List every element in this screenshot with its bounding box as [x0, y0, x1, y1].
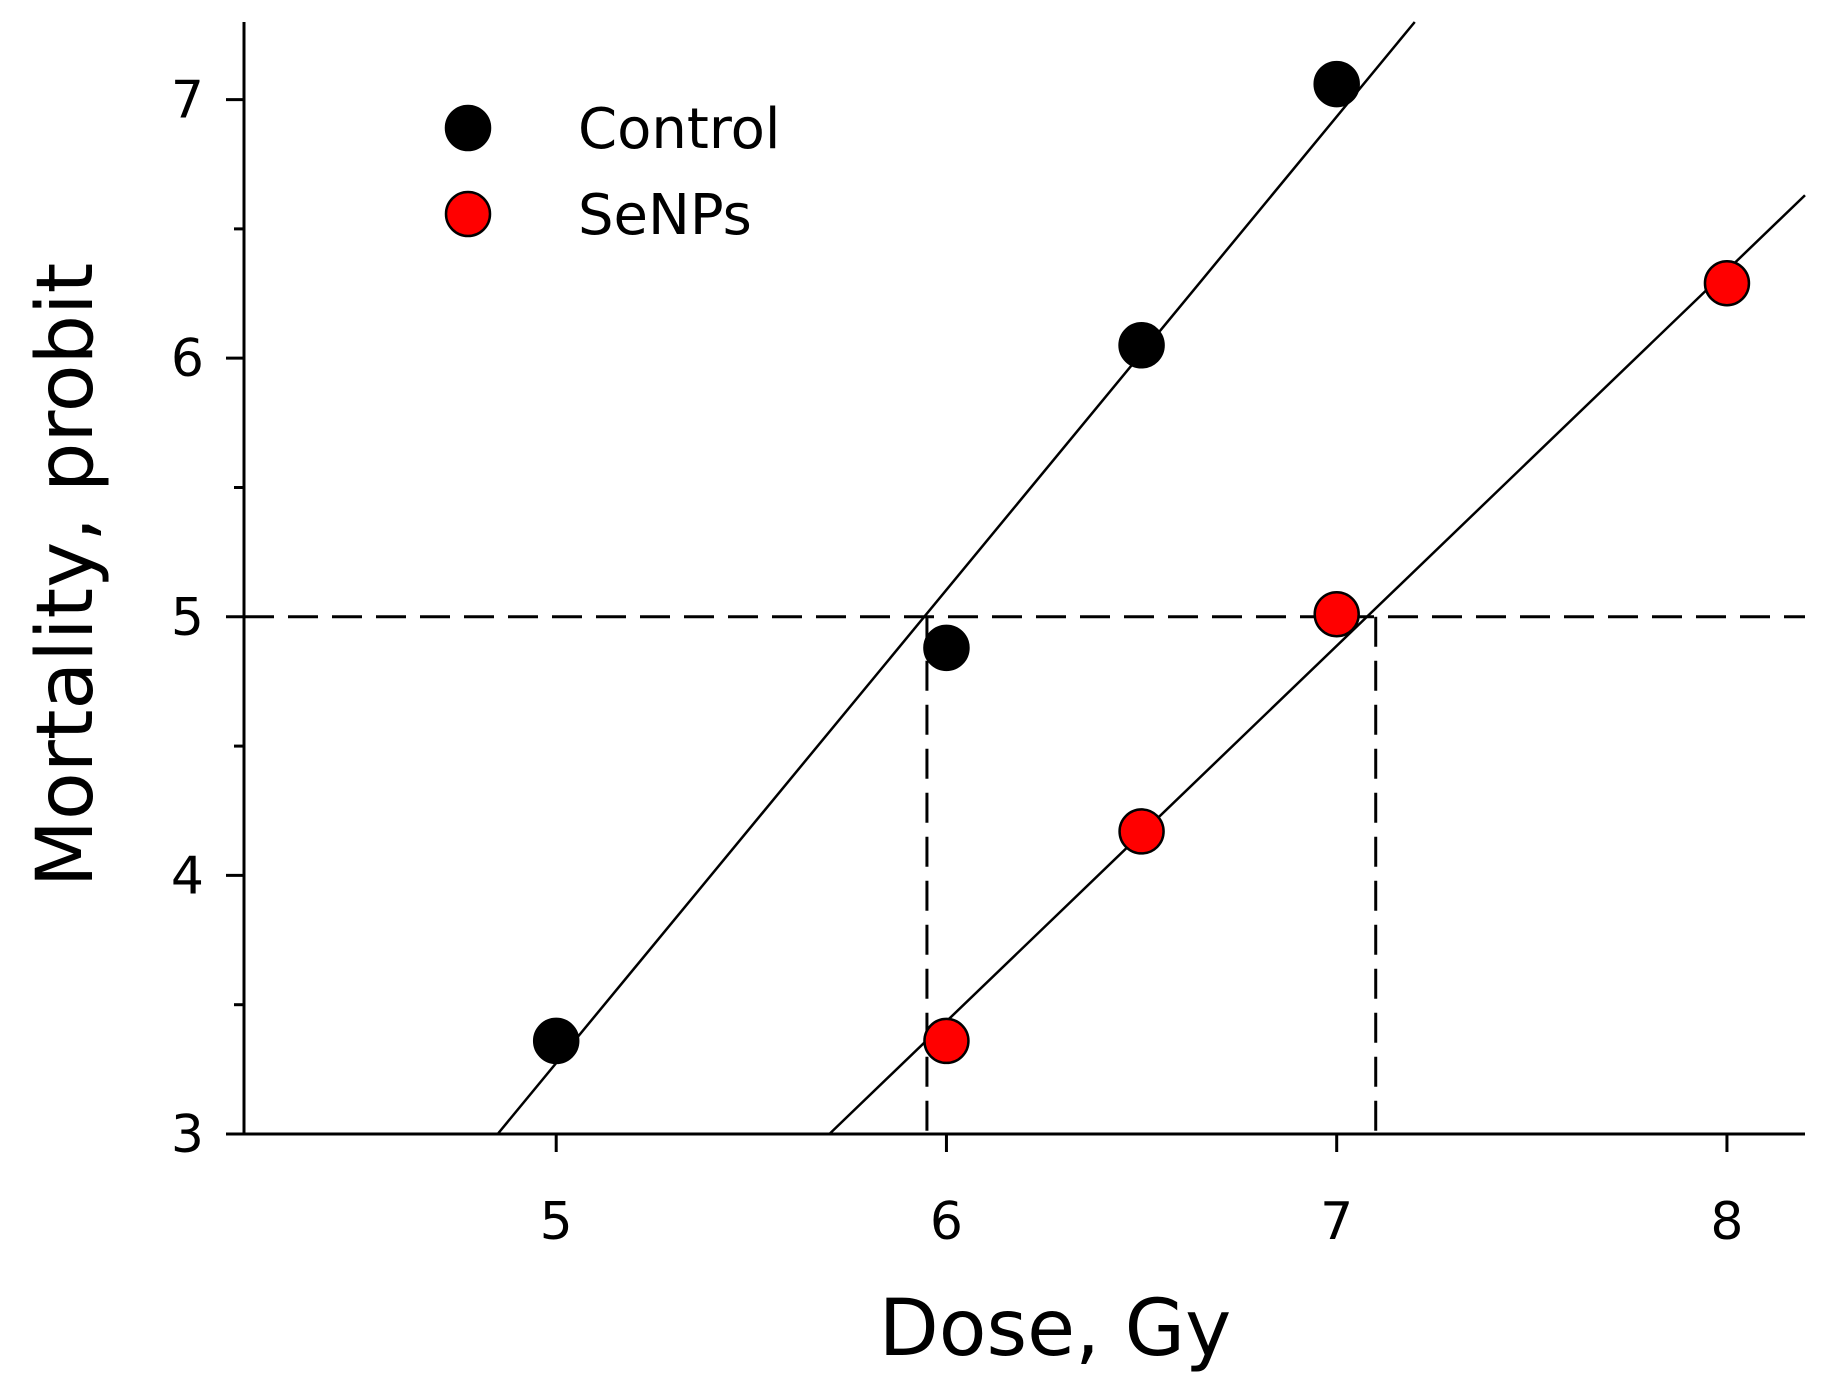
x-axis-title: Dose, Gy — [879, 1284, 1232, 1374]
legend-marker-senps — [444, 190, 492, 238]
y-tick-label-7: 7 — [171, 71, 204, 131]
y-axis-title: Mortality, probit — [21, 263, 111, 888]
y-tick-label-6: 6 — [171, 329, 204, 389]
senps-point — [1313, 590, 1360, 638]
x-tick-label-6: 6 — [930, 1192, 963, 1252]
control-fit-line — [496, 21, 1416, 1135]
data-points — [532, 60, 1751, 1065]
x-tick-label-5: 5 — [540, 1192, 573, 1252]
senps-point — [1703, 259, 1751, 307]
legend-marker-control — [444, 104, 492, 152]
reference-lines — [244, 615, 1805, 1134]
legend: Control SeNPs — [444, 97, 780, 248]
axes — [242, 22, 1805, 1136]
tick-marks: 3 4 5 6 7 5 6 7 8 — [171, 71, 1744, 1252]
control-point — [1118, 322, 1165, 369]
control-point — [1313, 60, 1360, 108]
y-tick-label-4: 4 — [171, 846, 204, 906]
x-tick-label-8: 8 — [1710, 1192, 1743, 1252]
fit-lines — [496, 21, 1806, 1135]
x-tick-label-7: 7 — [1320, 1192, 1353, 1252]
y-tick-label-5: 5 — [171, 588, 204, 648]
senps-point — [923, 1017, 970, 1065]
legend-label-control: Control — [578, 97, 780, 162]
control-point — [532, 1017, 580, 1065]
senps-point — [1118, 808, 1165, 855]
control-point — [923, 624, 970, 672]
senps-fit-line — [828, 194, 1806, 1135]
y-tick-label-3: 3 — [171, 1105, 204, 1165]
legend-label-senps: SeNPs — [578, 183, 752, 248]
